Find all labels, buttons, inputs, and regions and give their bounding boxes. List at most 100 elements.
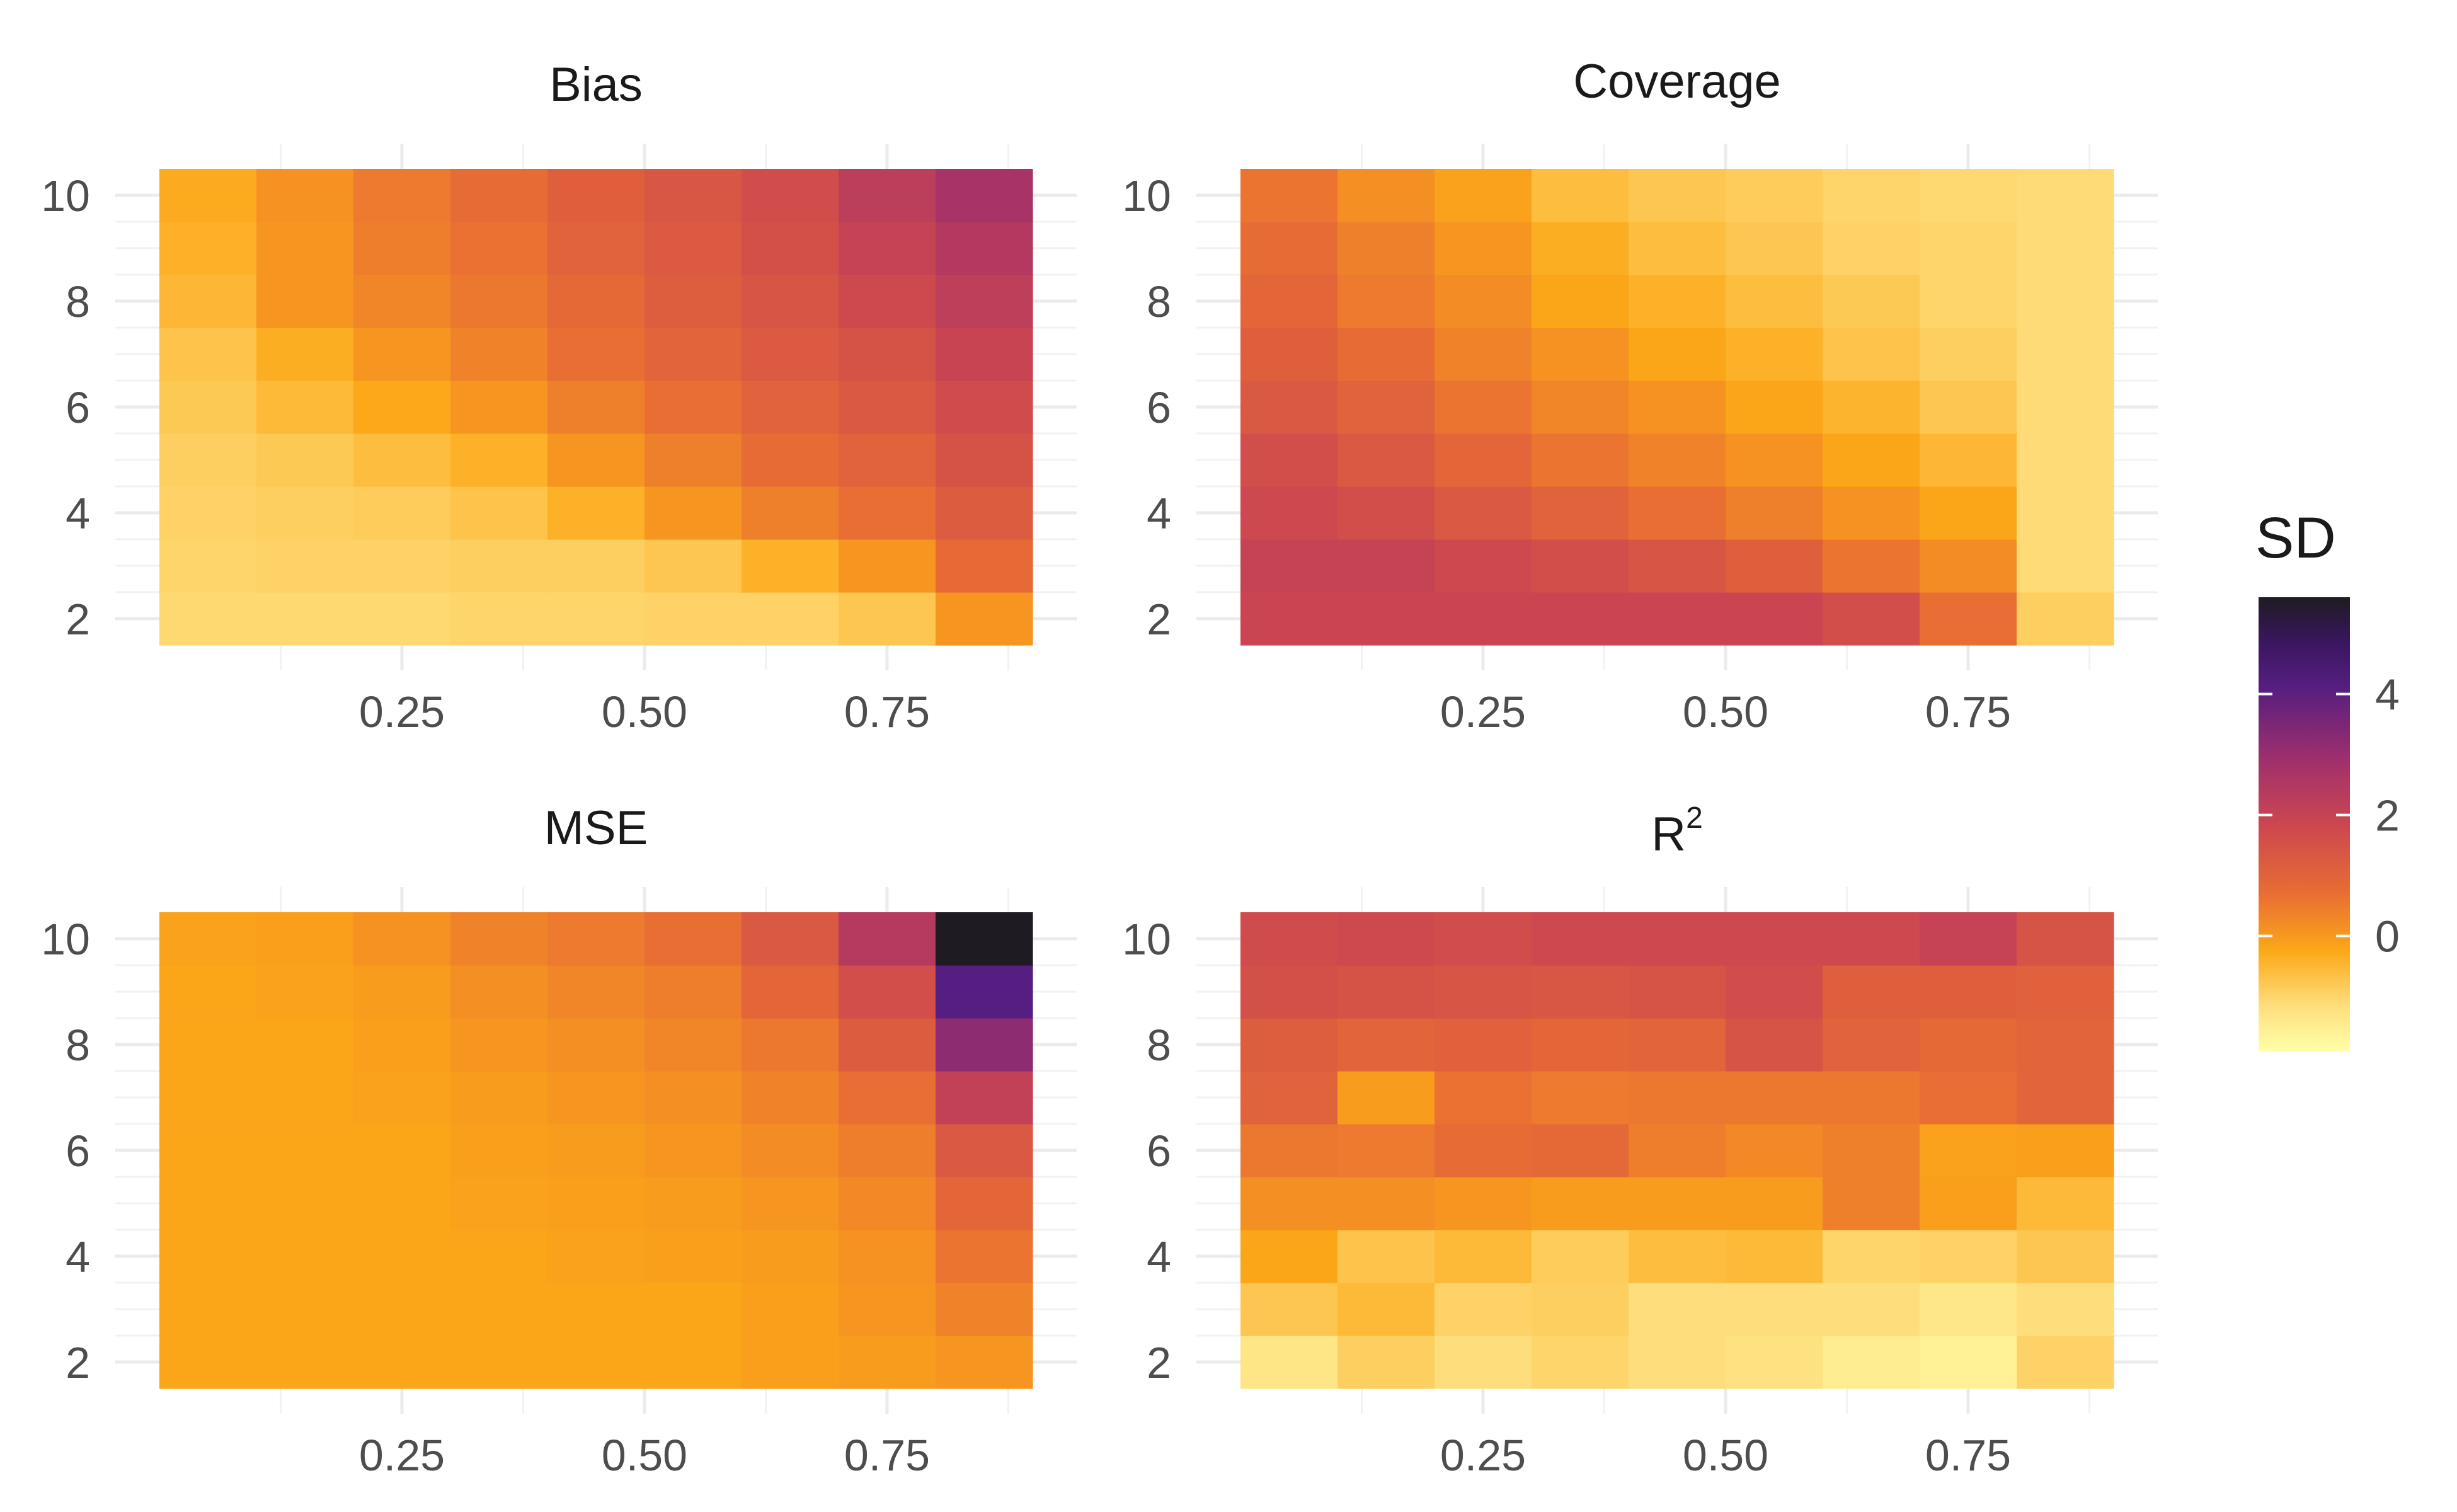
heatmap-cell [742,169,839,222]
heatmap-cell [1532,1283,1629,1336]
heatmap-cell [1629,328,1726,381]
heatmap-cell [2017,965,2114,1019]
heatmap-cell [1629,1124,1726,1177]
heatmap-cell [1726,381,1823,434]
heatmap-cell [547,275,645,328]
heatmap-cell [2017,1177,2114,1230]
heatmap-cell [742,1124,839,1177]
heatmap-cell [1532,169,1629,222]
heatmap-cell [839,1018,936,1072]
heatmap-cell [353,912,451,966]
panel-title: Bias [549,58,643,112]
heatmap-cell [644,433,742,487]
heatmap-cell [839,275,936,328]
heatmap-cell [1532,965,1629,1019]
heatmap-cell [1532,1336,1629,1389]
heatmap-cell [1629,222,1726,275]
heatmap-cell [353,222,451,275]
y-tick-label: 6 [1147,383,1171,432]
heatmap-cell [936,539,1033,593]
heatmap-cell [450,912,548,966]
heatmap-cell [450,965,548,1019]
heatmap-cell [1532,486,1629,540]
y-tick-label: 6 [66,1126,90,1176]
heatmap-cell [256,328,354,381]
heatmap-cell [159,1230,257,1283]
x-tick-label: 0.75 [844,687,930,736]
heatmap-cell [2017,539,2114,593]
heatmap-cell [159,222,257,275]
heatmap-cell [1435,1071,1532,1125]
heatmap-cell [936,1177,1033,1230]
heatmap-cell [644,1124,742,1177]
heatmap-cell [1532,592,1629,646]
heatmap-cell [1337,433,1435,487]
heatmap-cell [1532,328,1629,381]
heatmap-cell [839,539,936,593]
heatmap-cell [742,486,839,540]
heatmap-cell [839,912,936,966]
heatmap-cell [547,1283,645,1336]
heatmap-cell [839,965,936,1019]
heatmap-cell [644,486,742,540]
heatmap-cell [159,912,257,966]
heatmap-cell [450,275,548,328]
heatmap-cell [1435,486,1532,540]
heatmap-cell [1337,1336,1435,1389]
heatmap-cell [1337,381,1435,434]
heatmap-cell [1435,1336,1532,1389]
heatmap-cell [1532,1071,1629,1125]
panel-3: MSE 2 4 6 8 10 0.25 0.50 0.75 [41,801,1077,1480]
heatmap-cell [2017,1018,2114,1072]
heatmap-cell [1337,1124,1435,1177]
heatmap-cell [256,1177,354,1230]
panel-1: Bias 2 4 6 8 10 0.25 0.50 0.75 [41,58,1077,736]
heatmap-cell [2017,592,2114,646]
heatmap-cell [1920,1230,2017,1283]
heatmap-cell [1532,539,1629,593]
heatmap-cell [2017,1071,2114,1125]
heatmap-cell [353,433,451,487]
heatmap-cell [353,1336,451,1389]
heatmap-cell [1920,328,2017,381]
heatmap-cell [1726,912,1823,966]
heatmap-cell [1823,1071,1920,1125]
heatmap-cell [1240,169,1338,222]
y-tick-label: 2 [66,1338,90,1387]
heatmap-cell [936,1018,1033,1072]
heatmap-cell [1532,1230,1629,1283]
heatmap-cell [936,433,1033,487]
heatmap-cell [1823,169,1920,222]
y-tick-label: 8 [66,277,90,326]
heatmap-cell [1240,1018,1338,1072]
heatmap-cell [1920,433,2017,487]
heatmap-cell [1435,1177,1532,1230]
heatmap-cell [1726,275,1823,328]
heatmap-cell [1629,433,1726,487]
heatmap-cell [547,592,645,646]
heatmap-cell [353,328,451,381]
heatmap-cell [936,592,1033,646]
heatmap-cell [353,381,451,434]
heatmap-cell [1240,486,1338,540]
y-tick-label: 10 [41,915,90,964]
heatmap-cell [450,381,548,434]
heatmap-cell [1629,1018,1726,1072]
heatmap-cell [644,222,742,275]
heatmap-cell [256,275,354,328]
y-tick-label: 8 [1147,1021,1171,1070]
heatmap-cell [450,433,548,487]
y-tick-label: 2 [1147,595,1171,644]
heatmap-tiles [1240,912,2114,1389]
colorbar-tick-label: 0 [2375,912,2400,961]
colorbar [2259,597,2350,1051]
heatmap-cell [2017,328,2114,381]
heatmap-cell [1240,1283,1338,1336]
heatmap-cell [547,169,645,222]
x-tick-label: 0.25 [359,1431,445,1480]
heatmap-cell [1823,539,1920,593]
heatmap-cell [839,328,936,381]
heatmap-cell [256,222,354,275]
heatmap-cell [1337,1177,1435,1230]
heatmap-cell [1823,486,1920,540]
